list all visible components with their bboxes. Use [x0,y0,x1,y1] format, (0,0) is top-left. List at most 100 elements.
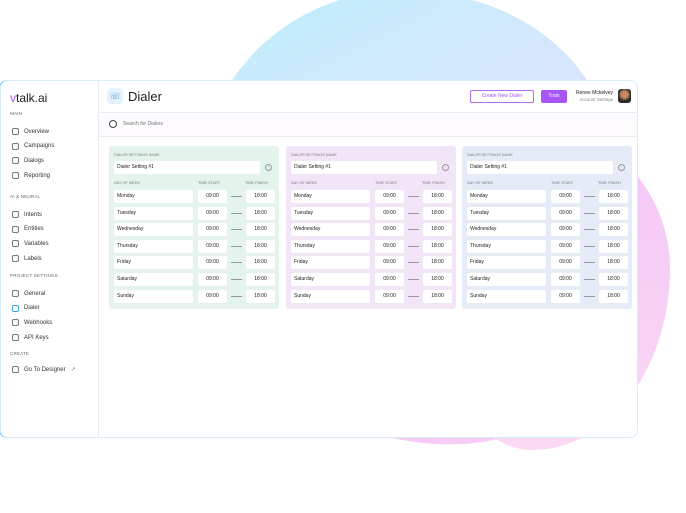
time-start-field[interactable]: 09:00 [198,289,227,303]
settings-name-label: DIALER SETTINGS NAME [467,153,513,157]
search-input[interactable] [123,121,323,127]
time-finish-field[interactable]: 18:00 [246,289,275,303]
sidebar-item-labels[interactable]: Labels [12,255,42,263]
time-start-field[interactable]: 09:00 [551,239,580,253]
day-field[interactable]: Wednesday [467,223,546,237]
day-field[interactable]: Monday [467,190,546,203]
range-separator [408,295,419,297]
range-separator [231,196,242,197]
logo[interactable]: vtalk.ai [10,91,48,105]
sidebar-item-dialogs[interactable]: Dialogs [12,157,44,165]
day-field[interactable]: Tuesday [114,206,193,220]
time-finish-field[interactable]: 18:00 [423,223,452,237]
day-field[interactable]: Thursday [467,239,546,253]
dialer-card: DIALER SETTINGS NAME Dialer Setting #1 −… [109,146,279,309]
time-start-field[interactable]: 09:00 [375,206,404,220]
time-finish-field[interactable]: 18:00 [599,256,628,270]
sidebar-item-dialer[interactable]: Dialer [12,304,40,312]
user-name[interactable]: Renee Mckelvey [576,90,613,96]
day-field[interactable]: Saturday [291,273,370,286]
time-start-field[interactable]: 09:00 [198,256,227,270]
account-settings-link[interactable]: Account Settings [579,97,613,102]
time-start-field[interactable]: 09:00 [551,289,580,303]
dialer-card: DIALER SETTINGS NAME Dialer Setting #1 −… [462,146,632,309]
sidebar-item-go-to-designer[interactable]: Go To Designer ↗ [12,366,76,373]
day-field[interactable]: Wednesday [291,223,370,237]
time-finish-field[interactable]: 18:00 [599,273,628,286]
day-field[interactable]: Sunday [467,289,546,303]
time-start-field[interactable]: 09:00 [551,206,580,220]
time-start-field[interactable]: 09:00 [551,190,580,203]
time-finish-field[interactable]: 18:00 [599,223,628,237]
day-field[interactable]: Sunday [291,289,370,303]
remove-icon[interactable]: − [442,164,449,171]
day-field[interactable]: Friday [467,256,546,270]
time-start-field[interactable]: 09:00 [198,190,227,203]
day-field[interactable]: Friday [291,256,370,270]
avatar[interactable] [618,89,631,103]
time-finish-field[interactable]: 18:00 [423,273,452,286]
sidebar-item-campaigns[interactable]: Campaigns [12,142,54,150]
settings-name-input[interactable]: Dialer Setting #1 [291,161,437,174]
day-field[interactable]: Thursday [291,239,370,253]
time-finish-field[interactable]: 18:00 [599,289,628,303]
time-finish-field[interactable]: 18:00 [423,289,452,303]
remove-icon[interactable]: − [618,164,625,171]
column-header-finish: TIME FINISH [245,181,268,185]
sidebar-item-general[interactable]: General [12,290,45,297]
sidebar-item-overview[interactable]: Overview [12,128,49,135]
search-bar [99,113,637,137]
sidebar-item-intents[interactable]: Intents [12,211,42,218]
train-button[interactable]: Train [541,90,567,103]
time-finish-field[interactable]: 18:00 [246,273,275,286]
time-finish-field[interactable]: 18:00 [423,206,452,220]
time-finish-field[interactable]: 18:00 [423,239,452,253]
time-start-field[interactable]: 09:00 [375,239,404,253]
day-field[interactable]: Wednesday [114,223,193,237]
time-finish-field[interactable]: 18:00 [246,223,275,237]
phone-icon: ☏ [107,88,123,104]
time-start-field[interactable]: 09:00 [375,223,404,237]
settings-name-input[interactable]: Dialer Setting #1 [114,161,260,174]
time-start-field[interactable]: 09:00 [375,289,404,303]
remove-icon[interactable]: − [265,164,272,171]
day-field[interactable]: Monday [291,190,370,203]
time-start-field[interactable]: 09:00 [198,223,227,237]
time-start-field[interactable]: 09:00 [198,239,227,253]
day-field[interactable]: Friday [114,256,193,270]
time-start-field[interactable]: 09:00 [375,273,404,286]
time-finish-field[interactable]: 18:00 [599,190,628,203]
time-finish-field[interactable]: 18:00 [246,190,275,203]
time-finish-field[interactable]: 18:00 [246,206,275,220]
time-start-field[interactable]: 09:00 [198,273,227,286]
time-start-field[interactable]: 09:00 [551,256,580,270]
sidebar-item-reporting[interactable]: Reporting [12,172,50,180]
day-field[interactable]: Tuesday [291,206,370,220]
time-finish-field[interactable]: 18:00 [246,239,275,253]
day-field[interactable]: Saturday [114,273,193,286]
create-new-dialer-button[interactable]: Create New Dialer [470,90,534,103]
time-start-field[interactable]: 09:00 [198,206,227,220]
settings-name-input[interactable]: Dialer Setting #1 [467,161,613,174]
sidebar-item-webhooks[interactable]: Webhooks [12,319,52,327]
time-finish-field[interactable]: 18:00 [599,239,628,253]
day-field[interactable]: Monday [114,190,193,203]
day-field[interactable]: Thursday [114,239,193,253]
time-start-field[interactable]: 09:00 [375,190,404,203]
schedule-row: Friday 09:00 18:00 [114,256,275,270]
day-field[interactable]: Sunday [114,289,193,303]
sidebar-section-title: CREATE [10,351,30,356]
key-icon [12,334,19,342]
time-start-field[interactable]: 09:00 [551,273,580,286]
sidebar-item-variables[interactable]: Variables [12,240,49,248]
day-field[interactable]: Saturday [467,273,546,286]
time-start-field[interactable]: 09:00 [551,223,580,237]
time-start-field[interactable]: 09:00 [375,256,404,270]
time-finish-field[interactable]: 18:00 [246,256,275,270]
time-finish-field[interactable]: 18:00 [423,256,452,270]
time-finish-field[interactable]: 18:00 [599,206,628,220]
day-field[interactable]: Tuesday [467,206,546,220]
time-finish-field[interactable]: 18:00 [423,190,452,203]
sidebar-item-api-keys[interactable]: API Keys [12,334,49,342]
sidebar-item-entities[interactable]: Entities [12,225,44,233]
